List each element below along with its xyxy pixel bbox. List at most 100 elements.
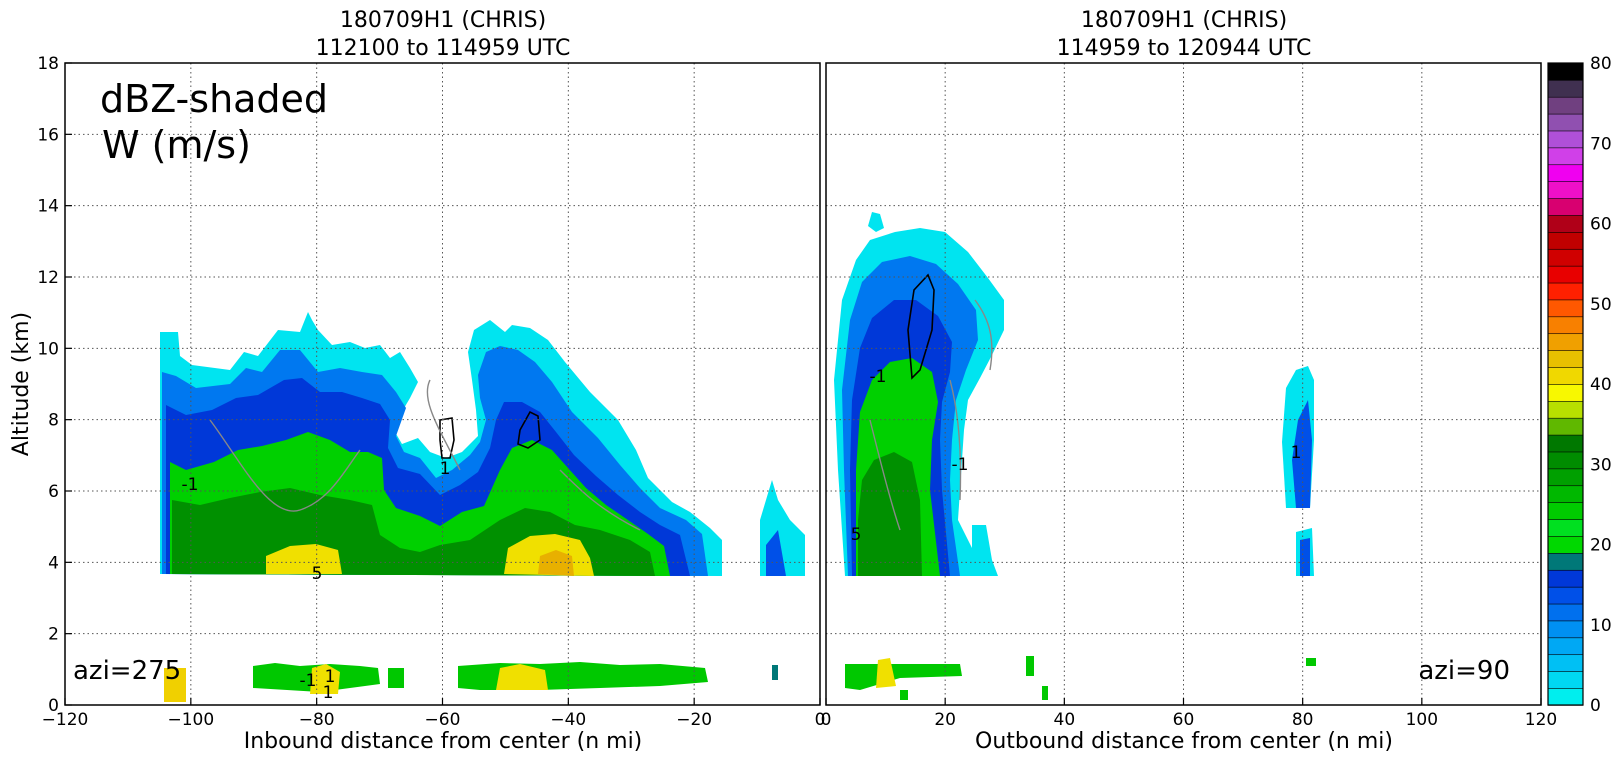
colorbar-swatch: [1547, 485, 1584, 503]
right-w-contour-1: [907, 273, 935, 380]
y-tick-label: 8: [48, 411, 59, 431]
colorbar-swatch: [1547, 654, 1584, 672]
left-x-axis-label: Inbound distance from center (n mi): [244, 729, 643, 754]
annotation-dbz-shaded: dBZ-shaded: [100, 77, 328, 121]
right-echo-lowband-3: [1042, 686, 1048, 700]
left-echo-lowband-2-core: [496, 664, 548, 690]
colorbar-tick-label: 0: [1590, 696, 1601, 716]
right-x-ticks: 0 20 40 60 80 100 120: [821, 698, 1557, 730]
left-x-tick-label: −40: [550, 710, 586, 730]
right-x-tick-label: 20: [934, 710, 956, 730]
colorbar-swatch: [1547, 434, 1584, 453]
left-panel: 180709H1 (CHRIS) 112100 to 114959 UTC: [9, 8, 825, 754]
colorbar-tick-label: 20: [1590, 536, 1612, 556]
right-title-line1: 180709H1 (CHRIS): [1081, 8, 1287, 33]
right-panel: 180709H1 (CHRIS) 114959 to 120944 UTC: [821, 8, 1558, 754]
left-contour-label: -1: [182, 475, 199, 495]
left-contour-label: 1: [325, 667, 336, 687]
colorbar-swatch: [1547, 603, 1584, 622]
colorbar-swatch: [1547, 501, 1584, 520]
left-azimuth-label: azi=275: [73, 656, 181, 686]
colorbar-swatch: [1547, 552, 1584, 571]
colorbar-swatch: [1547, 569, 1584, 588]
left-title-line1: 180709H1 (CHRIS): [340, 8, 546, 33]
colorbar-swatch: [1547, 265, 1584, 284]
colorbar-swatch: [1547, 451, 1584, 470]
colorbar-swatch: [1547, 96, 1584, 115]
right-x-tick-label: 40: [1054, 710, 1076, 730]
right-echo-lowband-4: [900, 690, 908, 700]
colorbar-swatch: [1547, 518, 1584, 537]
colorbar-swatch: [1547, 282, 1584, 301]
right-title-line2: 114959 to 120944 UTC: [1057, 36, 1312, 61]
colorbar-swatch: [1547, 383, 1584, 402]
colorbar-swatch: [1547, 687, 1584, 706]
right-x-tick-label: 120: [1525, 710, 1557, 730]
y-tick-label: 0: [48, 696, 59, 716]
colorbar: 0 10 20 30 40 50 60 70 80: [1547, 54, 1612, 716]
right-contour-label: -1: [870, 367, 887, 387]
right-echo-small-cell: [868, 212, 884, 232]
annotation-w: W (m/s): [102, 123, 251, 167]
colorbar-swatch: [1547, 248, 1584, 267]
y-tick-label: 10: [37, 339, 59, 359]
left-echo-lowband-3: [164, 668, 186, 702]
colorbar-swatch: [1547, 349, 1584, 368]
left-x-ticks: −120 −100 −80 −60 −40 −20 0: [42, 698, 825, 730]
right-w-contour-2: [869, 299, 993, 531]
colorbar-swatch: [1547, 130, 1584, 149]
colorbar-tick-label: 40: [1590, 375, 1612, 395]
left-contour-label: 1: [440, 459, 451, 479]
colorbar-swatch: [1547, 79, 1584, 98]
right-echo-lowband-core: [876, 658, 896, 688]
right-x-axis-label: Outbound distance from center (n mi): [975, 729, 1393, 754]
colorbar-swatch: [1547, 214, 1584, 233]
colorbar-swatch: [1547, 316, 1584, 335]
colorbar-swatch: [1547, 637, 1584, 656]
right-echo-darkgreen-layer: [858, 452, 922, 576]
left-w-contour-2: [517, 410, 541, 449]
colorbar-tick-label: 50: [1590, 295, 1612, 315]
left-title-line2: 112100 to 114959 UTC: [316, 36, 571, 61]
left-echo-lowband-2: [458, 662, 708, 690]
y-tick-label: 4: [48, 553, 59, 573]
colorbar-swatch: [1547, 366, 1584, 385]
left-w-contour-3: [209, 379, 641, 531]
colorbar-swatch: [1547, 62, 1584, 81]
right-echo-field: [834, 212, 1316, 700]
left-x-tick-label: −80: [299, 710, 335, 730]
right-echo-far-cell-2-blue: [1300, 538, 1310, 576]
y-tick-label: 14: [37, 197, 59, 217]
left-echo-yellow-core-1: [266, 544, 342, 574]
left-echo-lowband-4: [388, 668, 404, 688]
right-x-tick-label: 100: [1406, 710, 1438, 730]
left-y-ticks: 0 2 4 6 8 10 12 14 16 18: [37, 54, 72, 716]
right-contour-label: 1: [1291, 443, 1302, 463]
left-echo-small-dot: [772, 665, 778, 680]
colorbar-swatch: [1547, 535, 1584, 554]
right-echo-lower-right: [972, 525, 998, 576]
colorbar-ticks: 0 10 20 30 40 50 60 70 80: [1590, 54, 1612, 716]
left-x-tick-label: −100: [167, 710, 214, 730]
colorbar-swatch: [1547, 468, 1584, 487]
y-tick-label: 16: [37, 125, 59, 145]
right-x-tick-label: 80: [1292, 710, 1314, 730]
right-x-tick-label: 60: [1173, 710, 1195, 730]
colorbar-swatch: [1547, 197, 1584, 216]
colorbar-swatch: [1547, 620, 1584, 639]
left-x-tick-label: −120: [42, 710, 89, 730]
right-echo-far-dot: [1306, 658, 1316, 666]
y-tick-label: 6: [48, 482, 59, 502]
colorbar-swatch: [1547, 164, 1584, 182]
colorbar-frame: [1547, 62, 1584, 706]
left-x-tick-label: −20: [676, 710, 712, 730]
right-echo-lowband-2: [1026, 656, 1034, 676]
colorbar-tick-label: 60: [1590, 215, 1612, 235]
left-echo-isolated-blue: [766, 530, 786, 576]
colorbar-swatch: [1547, 147, 1584, 166]
right-contour-label: -1: [952, 455, 969, 475]
colorbar-tick-label: 70: [1590, 134, 1612, 154]
colorbar-tick-label: 80: [1590, 54, 1612, 74]
left-contour-label: -1: [300, 671, 317, 691]
